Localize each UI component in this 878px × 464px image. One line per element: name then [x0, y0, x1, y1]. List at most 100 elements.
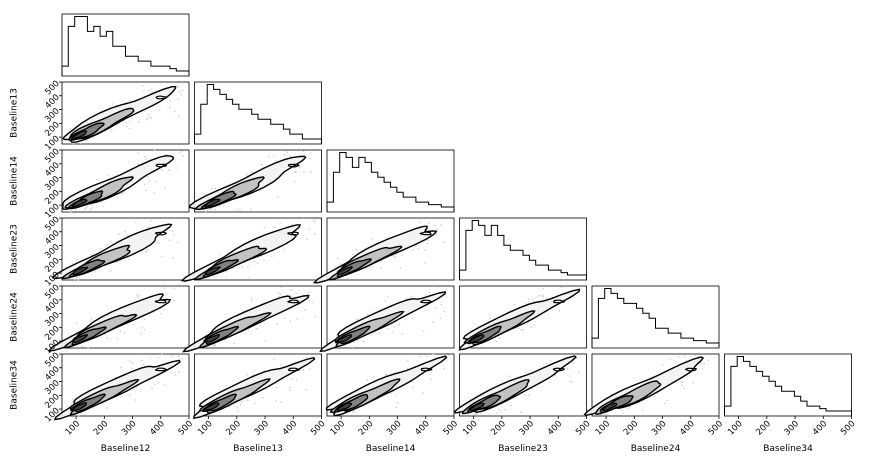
scatter-point [134, 399, 137, 401]
x-tick-label: 200 [622, 419, 641, 438]
scatter-point [78, 414, 80, 417]
scatter-point [542, 287, 545, 290]
scatter-point [236, 406, 239, 409]
scatter-point [530, 326, 533, 329]
scatter-point [434, 306, 437, 309]
panel-Baseline24-Baseline34: 100 200 300 400 500 Baseline24 [583, 353, 725, 454]
panel-Baseline23-Baseline24 [458, 285, 587, 351]
contour-level-4 [71, 198, 88, 208]
x-tick-label: 100 [594, 419, 613, 438]
scatter-point [378, 332, 381, 335]
panel-frame [326, 149, 455, 213]
scatter-point [90, 204, 93, 206]
scatter-point [362, 340, 365, 343]
scatter-point [558, 310, 560, 312]
scatter-point [172, 257, 174, 259]
scatter-point [384, 299, 387, 302]
scatter-point [106, 337, 109, 340]
scatter-point [314, 232, 316, 235]
scatter-point [214, 187, 217, 190]
scatter-point [251, 171, 253, 174]
panel-Baseline23-Baseline34: 100 200 300 400 500 Baseline23 [453, 353, 593, 454]
contour-outlier [419, 299, 433, 304]
contour-outlier [288, 367, 300, 372]
scatter-point [256, 262, 259, 264]
scatter-point [275, 386, 278, 389]
scatter-point [129, 360, 131, 363]
scatter-point [569, 380, 571, 383]
scatter-point [707, 359, 709, 361]
histogram-Baseline24 [591, 288, 720, 348]
scatter-point [241, 265, 243, 268]
scatter-point [170, 356, 172, 358]
contour-level-4 [469, 402, 485, 412]
scatter-point [306, 293, 309, 296]
scatter-point [275, 400, 278, 402]
x-tick-label: 100 [726, 419, 745, 438]
scatter-point [267, 156, 270, 158]
scatter-point [370, 265, 373, 267]
scatter-point [408, 297, 411, 299]
x-axis-label-Baseline12: Baseline12 [101, 444, 151, 454]
scatter-point [240, 404, 242, 406]
scatter-point [355, 249, 358, 251]
scatter-point [170, 371, 172, 374]
scatter-point [206, 277, 208, 280]
scatter-point [289, 386, 292, 389]
scatter-point [701, 368, 704, 370]
scatter-point [247, 329, 250, 332]
scatter-point [168, 239, 171, 242]
scatter-point [157, 356, 159, 359]
scatter-point [180, 150, 183, 152]
scatter-point [356, 318, 359, 321]
y-axis-label-Baseline23: Baseline23 [10, 224, 20, 274]
x-tick-label: 500 [839, 419, 858, 438]
scatter-point [542, 294, 544, 296]
scatter-point [447, 354, 450, 357]
scatter-point [306, 238, 308, 241]
scatter-point [178, 371, 180, 374]
scatter-point [91, 207, 93, 209]
scatter-point [137, 152, 140, 154]
scatter-point [428, 373, 431, 376]
scatter-point [132, 323, 134, 326]
scatter-point [151, 91, 153, 94]
scatter-point [180, 82, 183, 84]
x-tick-label: 100 [196, 419, 215, 438]
scatter-point [150, 220, 152, 222]
scatter-point [142, 363, 145, 366]
contour-outlier [155, 95, 168, 100]
panel-Baseline13-Baseline24 [182, 285, 322, 353]
scatter-point [664, 402, 666, 405]
scatter-point [251, 300, 253, 302]
scatter-point [107, 174, 109, 176]
scatter-point [522, 328, 525, 331]
scatter-point [428, 291, 431, 294]
scatter-point [105, 244, 107, 246]
scatter-point [78, 276, 81, 279]
scatter-point [335, 266, 337, 268]
scatter-point [149, 357, 151, 359]
scatter-point [392, 255, 394, 257]
scatter-point [212, 345, 214, 347]
scatter-point [283, 317, 285, 320]
scatter-point [394, 256, 397, 259]
scatter-point [163, 384, 166, 386]
scatter-point [299, 166, 301, 169]
contour-outlier [287, 231, 299, 236]
scatter-point [554, 374, 556, 377]
scatter-point [530, 369, 532, 372]
contour-outlier [685, 367, 698, 372]
scatter-point [395, 406, 397, 409]
scatter-point [305, 389, 308, 391]
histogram-Baseline12 [61, 16, 190, 76]
scatter-point [314, 316, 316, 318]
scatter-point [445, 288, 448, 290]
scatter-point [690, 356, 692, 358]
scatter-point [84, 208, 86, 210]
scatter-point [233, 342, 236, 345]
scatter-point [168, 169, 171, 171]
scatter-point [245, 173, 248, 176]
